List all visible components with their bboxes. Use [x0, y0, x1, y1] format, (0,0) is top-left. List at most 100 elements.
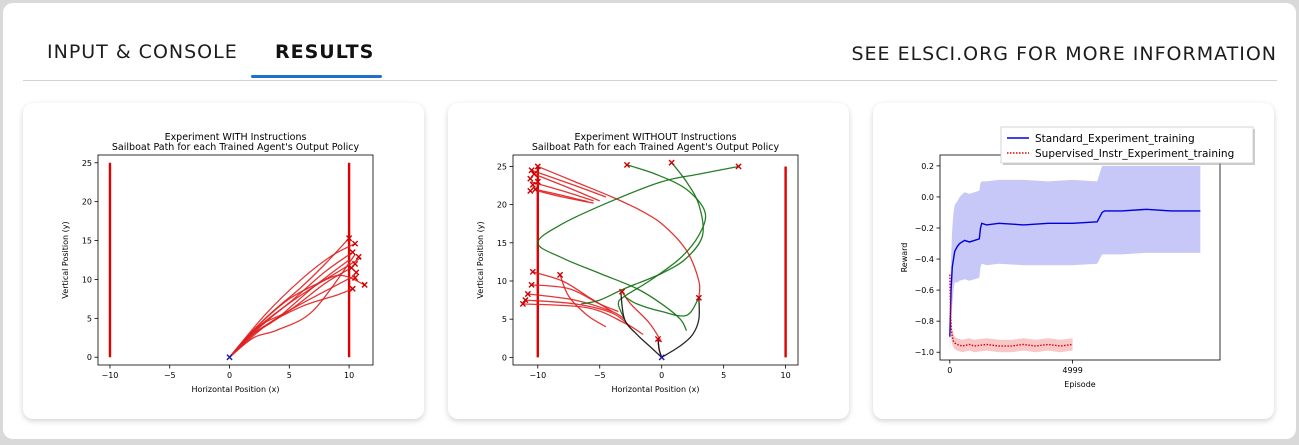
chart-card-without-instructions: Experiment WITHOUT Instructions Sailboat … — [448, 103, 849, 419]
active-tab-indicator — [251, 75, 382, 78]
endpoint-marker — [524, 290, 531, 298]
y-tick-label: 20 — [82, 198, 92, 207]
endpoint-marker — [355, 253, 362, 260]
trajectory-line — [533, 173, 600, 202]
x-tick-label: 5 — [287, 371, 292, 380]
endpoint-marker — [528, 281, 535, 288]
y-tick-label: 10 — [82, 275, 92, 284]
trajectory-line — [617, 164, 707, 320]
trajectory-line — [636, 207, 701, 298]
y-axis-label: Vertical Position (y) — [61, 221, 70, 298]
x-tick-label: 4999 — [1062, 366, 1082, 375]
endpoint-marker — [623, 161, 631, 169]
endpoint-marker — [351, 240, 359, 247]
x-tick-label: −5 — [594, 371, 606, 380]
trajectory-line — [537, 190, 594, 204]
series-line — [949, 208, 1201, 337]
confidence-band — [949, 165, 1201, 353]
endpoint-marker — [351, 274, 359, 281]
plot-area — [512, 154, 799, 366]
trajectory-line — [229, 267, 352, 358]
endpoint-marker — [534, 178, 541, 185]
trajectory-line — [229, 254, 356, 358]
tab-input-console[interactable]: INPUT & CONSOLE — [47, 41, 238, 63]
trajectory-line — [537, 165, 638, 210]
y-tick-label: 5 — [502, 315, 507, 324]
x-axis-label: Episode — [1064, 380, 1095, 389]
y-tick-label: 25 — [82, 159, 92, 168]
y-tick-label: −0.6 — [915, 286, 934, 295]
trajectory-line — [229, 257, 362, 358]
chart-title: Experiment WITH Instructions — [165, 132, 307, 143]
chart-subtitle: Sailboat Path for each Trained Agent's O… — [532, 142, 780, 153]
endpoint-marker — [527, 187, 534, 194]
app-frame: INPUT & CONSOLE RESULTS SEE ELSCI.ORG FO… — [3, 3, 1296, 439]
start-marker — [658, 354, 665, 361]
y-tick-label: 0.0 — [921, 193, 934, 202]
endpoint-marker — [528, 167, 535, 174]
trajectory-line — [525, 299, 632, 328]
endpoint-marker — [349, 285, 356, 292]
endpoint-marker — [361, 281, 368, 288]
tab-bar: INPUT & CONSOLE RESULTS SEE ELSCI.ORG FO… — [23, 3, 1277, 81]
trajectory-line — [229, 274, 365, 358]
endpoint-marker — [353, 269, 360, 276]
trajectory-line — [620, 291, 663, 358]
trajectory-line — [624, 295, 700, 317]
trajectory-line — [537, 165, 739, 331]
x-axis-label: Horizontal Position (x) — [611, 385, 699, 394]
info-link[interactable]: SEE ELSCI.ORG FOR MORE INFORMATION — [851, 43, 1277, 65]
chart-card-with-instructions: Experiment WITH Instructions Sailboat Pat… — [23, 103, 424, 419]
chart-without-instructions: Experiment WITHOUT InstructionsSailboat … — [476, 132, 799, 394]
y-tick-label: −0.4 — [915, 255, 934, 264]
endpoint-marker — [529, 181, 536, 188]
trajectory-line — [559, 274, 607, 328]
chart-card-reward: 0 4999 −1.0 −0.8 −0.6 −0.4 −0.2 0.0 0.2 Episode Re… — [873, 103, 1274, 419]
trajectory-line — [531, 284, 619, 313]
endpoint-marker — [529, 268, 536, 275]
endpoint-marker — [532, 186, 539, 193]
endpoint-marker — [735, 163, 742, 170]
y-tick-label: 0.2 — [921, 162, 934, 171]
trajectory-line — [661, 297, 700, 358]
trajectory-line — [531, 169, 607, 198]
trajectory-line — [229, 288, 353, 358]
trajectory-line — [229, 274, 356, 358]
legend-label: Supervised_Instr_Experiment_training — [1035, 148, 1234, 160]
trajectory-line — [522, 303, 644, 336]
endpoint-marker — [556, 271, 564, 278]
endpoint-marker — [519, 300, 527, 308]
y-tick-label: −0.8 — [915, 317, 934, 326]
tab-results[interactable]: RESULTS — [275, 41, 375, 63]
y-tick-label: 15 — [497, 239, 507, 248]
x-tick-label: −10 — [529, 371, 546, 380]
x-tick-label: −5 — [164, 371, 176, 380]
endpoint-marker — [534, 163, 541, 170]
start-marker — [226, 354, 233, 361]
y-axis-label: Reward — [900, 243, 909, 273]
trajectory-line — [657, 338, 663, 358]
trajectory-line — [530, 181, 594, 202]
y-tick-label: −1.0 — [915, 348, 934, 357]
series-line — [949, 274, 1073, 347]
confidence-band — [949, 266, 1073, 353]
endpoint-marker — [349, 249, 356, 256]
endpoint-marker — [345, 235, 353, 242]
x-axis-label: Horizontal Position (x) — [191, 385, 279, 394]
x-tick-label: 0 — [947, 366, 952, 375]
y-tick-label: 0 — [87, 353, 92, 362]
x-tick-label: −10 — [102, 371, 119, 380]
endpoint-marker — [668, 159, 675, 166]
chart-title: Experiment WITHOUT Instructions — [574, 132, 736, 143]
legend-box — [1000, 126, 1254, 164]
trajectory-line — [527, 293, 625, 320]
x-tick-label: 0 — [659, 371, 664, 380]
trajectory-line — [229, 243, 356, 358]
y-axis-label: Vertical Position (y) — [476, 221, 485, 298]
x-tick-label: 0 — [227, 371, 232, 380]
y-tick-label: 0 — [502, 353, 507, 362]
endpoint-marker — [695, 294, 702, 301]
y-tick-label: −0.2 — [915, 224, 934, 233]
plot-area — [97, 154, 374, 366]
